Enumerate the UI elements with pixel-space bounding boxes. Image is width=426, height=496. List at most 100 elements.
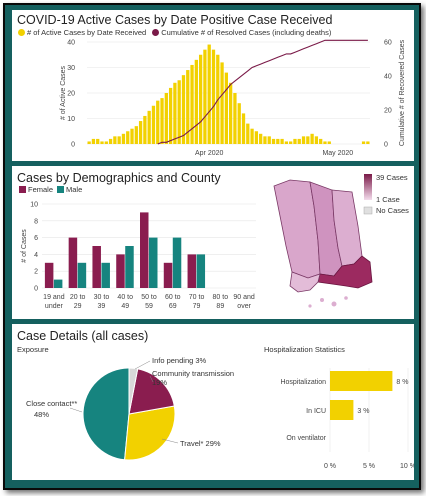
island [308,304,312,308]
active-case-bar [87,141,91,144]
active-case-bar [147,110,151,144]
active-case-bar [108,138,113,144]
county-map: 39 Cases 1 Case No Cases [273,173,409,308]
data-label: 8 % [396,379,408,386]
y-tick-label: 2 [34,269,38,276]
active-case-bar [301,136,306,144]
county-south [317,255,373,289]
active-case-bar [366,141,370,144]
female-bar [140,212,149,288]
y-tick-label: 40 [67,40,75,47]
active-case-bar [194,59,198,144]
active-case-bar [96,138,100,144]
map-legend-gradient [364,174,372,200]
x-tick-label: 0 % [324,463,336,470]
y-tick-label: 30 [67,65,75,72]
map-legend-min: 1 Case [376,195,400,204]
pie-slice [128,367,139,415]
male-bar [196,254,206,288]
exposure-subtitle: Exposure [17,345,49,354]
active-case-bar [198,54,203,144]
map-legend-none [363,206,373,215]
panel-title: COVID-19 Active Cases by Date Positive C… [17,13,333,27]
pie-slice [128,368,175,415]
active-case-bar [314,136,319,144]
pie-label-info-pending: Info pending 3% [152,356,207,365]
active-case-bar [306,136,310,144]
active-case-bar [134,126,138,144]
active-case-bar [151,105,156,144]
x-tick-label: 70 to [189,294,205,301]
active-case-bar [284,141,289,144]
male-bar [77,262,87,288]
legend-swatch-resolved [152,29,160,36]
island [331,301,337,307]
y2-tick-label: 0 [384,142,388,149]
x-tick-label: under [45,303,64,310]
active-case-bar [263,136,267,144]
active-case-bar [310,133,314,144]
county-southwest [289,271,321,293]
active-case-bar [113,136,117,144]
active-case-bar [211,49,216,144]
x-tick-label: 90 and [233,294,255,301]
legend: # of Active Cases by Date Received Cumul… [15,28,331,37]
active-case-bar [280,138,284,144]
x-tick-label: 29 [74,303,82,310]
active-case-bar [190,64,194,144]
x-tick-label: 10 % [400,463,414,470]
y-axis-label: # of Active Cases [60,65,67,120]
active-case-bar [168,87,173,144]
active-case-bar [160,98,164,144]
x-tick-label: 40 to [117,294,133,301]
active-case-bar [237,103,241,144]
legend-label-active: # of Active Cases by Date Received [27,28,147,37]
leader-line [149,375,154,383]
x-tick-label: 89 [216,303,224,310]
pie-slice [124,405,176,461]
female-bar [68,237,78,288]
y-tick-label: 0 [71,142,75,149]
active-case-bar [241,113,246,144]
hospitalization-bar [330,400,354,420]
x-tick-label: 20 to [70,294,86,301]
active-cases-panel: COVID-19 Active Cases by Date Positive C… [12,10,414,161]
y-axis-label: # of Cases [21,229,28,263]
x-tick-label: 19 and [43,294,65,301]
pie-label-close-contact: Close contact** [26,399,77,408]
legend-swatch-female [19,186,26,193]
active-case-bar [259,133,263,144]
category-label: On ventilator [286,435,326,442]
legend-label-male: Male [66,185,83,194]
x-tick-label: 69 [169,303,177,310]
pie-slice [82,367,130,461]
active-case-bar [233,93,237,144]
map-legend-none-label: No Cases [376,206,409,215]
active-case-bar [181,75,186,144]
legend-label-female: Female [28,185,54,194]
female-bar [44,262,54,288]
active-case-bar [173,82,177,144]
female-bar [187,254,197,288]
active-case-bar [224,72,228,144]
x-tick-label: 39 [98,303,106,310]
y-tick-label: 20 [67,91,75,98]
resolved-cases-line [157,39,368,145]
active-case-bar [229,82,233,144]
x-tick-label: over [237,303,251,310]
y-tick-label: 10 [30,202,38,209]
y-tick-label: 8 [34,218,38,225]
y2-tick-label: 20 [384,108,392,115]
pie-label-community: Community transmission [152,369,234,378]
leader-line [69,407,83,413]
active-case-bar [250,128,254,144]
active-case-bar [138,121,143,144]
active-case-bar [361,141,366,144]
active-case-bar [164,93,168,144]
x-tick-label: 49 [121,303,129,310]
y2-axis-label: Cumulative # of Recovered Cases [399,39,406,146]
hospitalization-chart: 0 % 5 % 10 % Hospitalization 8 % In ICU 3 % On … [280,368,414,470]
active-case-bar [156,100,160,144]
x-tick-label: 59 [145,303,153,310]
active-case-bar [323,141,327,144]
